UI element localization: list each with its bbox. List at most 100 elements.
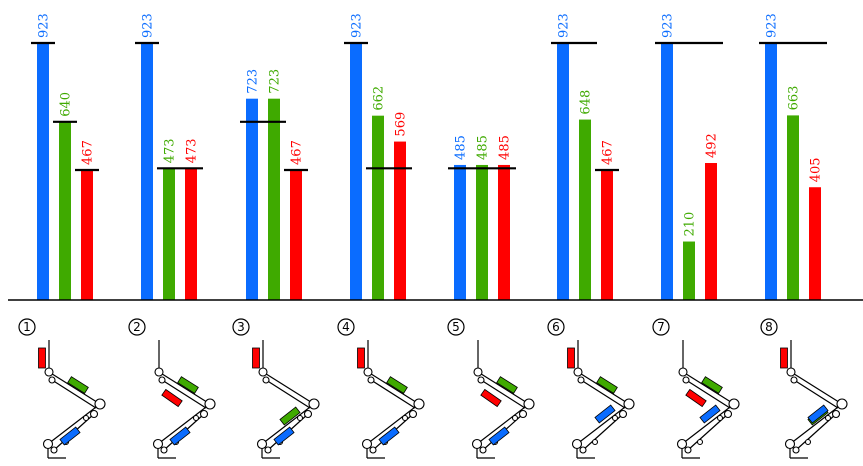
diagram-actuator-red	[161, 388, 183, 408]
diagram-number-1: 1	[23, 320, 31, 334]
value-label-group-5-series-2: 485	[476, 135, 491, 160]
diagram-actuator-green	[596, 376, 618, 394]
diagram-link-thigh-b	[580, 379, 626, 409]
diagram-joint-8	[511, 414, 519, 422]
bar-group-6-series-1	[557, 43, 569, 300]
mechanism-diagram-4: 4	[337, 318, 425, 459]
mechanism-diagram-7: 7	[652, 318, 740, 459]
diagram-actuator-red	[480, 388, 502, 408]
bar-group-5-series-3	[498, 164, 510, 300]
diagram-joint-3	[89, 409, 99, 419]
bar-group-7-series-3	[705, 163, 717, 300]
diagram-link-thigh-b	[793, 379, 839, 409]
diagram-actuator-blue	[169, 426, 191, 446]
diagram-joint-6	[160, 446, 168, 454]
diagram-joint-6	[369, 446, 377, 454]
bar-group-6-series-2	[579, 119, 591, 301]
diagram-link-thigh-a	[790, 371, 843, 405]
diagram-link-thigh-a	[262, 371, 315, 405]
bar-group-5-series-1	[454, 164, 466, 300]
diagram-joint-6	[792, 446, 800, 454]
diagram-joint-5	[361, 438, 373, 450]
diagram-joint-3	[199, 409, 209, 419]
diagram-actuator-blue	[378, 426, 400, 446]
diagram-actuator-blue	[488, 426, 510, 446]
diagram-actuator-green	[177, 376, 199, 394]
value-label-group-3-series-3: 467	[290, 140, 305, 165]
value-label-group-7-series-1: 923	[661, 13, 676, 38]
diagram-number-6: 6	[552, 320, 560, 334]
diagram-joint-4	[477, 376, 485, 384]
diagram-joint-3	[831, 409, 841, 419]
bar-group-1-series-2	[59, 121, 71, 300]
diagram-joint-6	[479, 446, 487, 454]
diagram-actuator-green	[67, 376, 89, 394]
diagram-joint-4	[367, 376, 375, 384]
value-label-group-3-series-1: 723	[246, 69, 261, 94]
value-label-group-8-series-3: 405	[809, 157, 824, 182]
diagram-joint-7	[804, 438, 812, 446]
diagram-joint-8	[192, 414, 200, 422]
diagram-number-4: 4	[342, 320, 350, 334]
diagram-link-shank-a	[476, 403, 530, 445]
diagram-link-thigh-b	[480, 379, 526, 409]
diagram-joint-1	[154, 367, 164, 377]
diagram-actuator-green	[496, 376, 518, 394]
value-label-group-4-series-3: 569	[394, 112, 409, 137]
bar-group-4-series-3	[394, 141, 406, 300]
diagram-number-5: 5	[452, 320, 460, 334]
diagram-number-circle-7	[652, 318, 670, 336]
diagram-joint-1	[573, 367, 583, 377]
diagram-joint-2	[204, 398, 216, 410]
diagram-actuator-red	[357, 347, 365, 369]
diagram-link-thigh-a	[367, 371, 420, 405]
diagram-link-thigh-b	[265, 379, 311, 409]
value-labels-layer: 923 640 467 923 473 473 723 723 467 923 662 569 485 4…	[37, 13, 824, 236]
diagram-actuator-red	[685, 388, 707, 408]
value-label-group-5-series-1: 485	[454, 135, 469, 160]
diagram-joint-3	[618, 409, 628, 419]
diagram-joint-5	[784, 438, 796, 450]
diagram-joint-5	[152, 438, 164, 450]
diagram-link-shank-a	[576, 403, 630, 445]
mechanism-diagram-1: 1	[18, 318, 106, 459]
bar-group-3-series-1	[246, 98, 258, 300]
threshold-lines-layer	[31, 41, 827, 172]
diagram-joint-5	[471, 438, 483, 450]
diagram-link-shank-a	[47, 403, 101, 445]
diagram-link-thigh-b	[370, 379, 416, 409]
diagram-link-shank-a	[261, 403, 315, 445]
bar-group-7-series-2	[683, 241, 695, 300]
mechanism-diagram-2: 2	[128, 318, 216, 459]
diagram-joint-3	[303, 409, 313, 419]
diagram-link-thigh-a	[477, 371, 530, 405]
value-label-group-4-series-2: 662	[372, 86, 387, 111]
diagram-link-thigh-a	[158, 371, 211, 405]
bar-group-6-series-3	[601, 169, 613, 300]
diagram-number-8: 8	[765, 320, 773, 334]
diagram-actuator-green	[701, 376, 723, 394]
bar-group-1-series-1	[37, 43, 49, 300]
mechanism-diagram-3: 3	[232, 318, 320, 459]
value-label-group-1-series-3: 467	[81, 140, 96, 165]
diagram-link-shank-a	[789, 403, 843, 445]
diagram-joint-5	[42, 438, 54, 450]
diagram-link-thigh-a	[577, 371, 630, 405]
diagram-joint-3	[518, 409, 528, 419]
bar-group-2-series-2	[163, 168, 175, 300]
value-label-group-7-series-3: 492	[705, 133, 720, 158]
bar-group-8-series-3	[809, 187, 821, 300]
diagram-number-circle-1	[18, 318, 36, 336]
diagram-actuator-blue	[807, 404, 829, 424]
diagram-actuator-red	[567, 347, 575, 369]
mechanism-diagram-8: 8	[760, 318, 848, 459]
diagram-joint-5	[676, 438, 688, 450]
diagram-actuator-red	[252, 347, 260, 369]
diagram-joint-4	[262, 376, 270, 384]
diagram-actuator-blue	[59, 426, 81, 446]
diagram-joint-6	[264, 446, 272, 454]
value-label-group-6-series-1: 923	[557, 13, 572, 38]
diagram-joint-8	[716, 414, 724, 422]
diagram-joint-4	[158, 376, 166, 384]
